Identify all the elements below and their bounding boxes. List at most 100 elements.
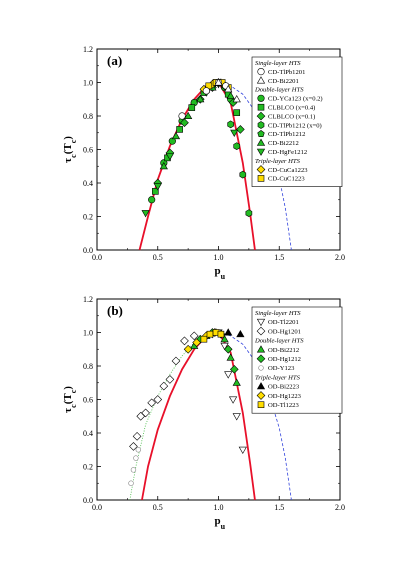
legend-box bbox=[251, 306, 343, 414]
data-point-dot-open bbox=[135, 447, 142, 453]
y-axis-title-tail-sub: c bbox=[69, 389, 78, 393]
data-point-diamond-yellow bbox=[183, 344, 193, 354]
panel-label: (a) bbox=[107, 53, 122, 68]
data-point-triangle-up-black bbox=[224, 328, 233, 336]
legend-marker-dot-open bbox=[258, 365, 264, 371]
data-point-diamond-green bbox=[236, 125, 245, 134]
legend: Single-layer HTS CD-TlPb1201 CD-Bi2201 Doub… bbox=[251, 56, 343, 187]
data-point-hexagon-green bbox=[245, 209, 253, 217]
data-point-triangle-up-green bbox=[226, 91, 235, 99]
legend-label: OD-Hg1201 bbox=[268, 328, 301, 335]
data-point-triangle-up-open bbox=[232, 95, 241, 103]
y-axis-title-main: τ bbox=[62, 158, 74, 163]
legend-label: OD-Tl2201 bbox=[268, 319, 299, 326]
data-point-dot-open bbox=[128, 480, 134, 486]
legend-label: CLBLCO (x=0.1) bbox=[268, 113, 315, 120]
data-point-triangle-up-open bbox=[224, 84, 233, 93]
data-point-triangle-down-green bbox=[153, 183, 162, 191]
data-point-diamond-open bbox=[141, 408, 150, 418]
x-tick-label: 0.0 bbox=[92, 503, 102, 512]
legend-label: CLBLCO (x=0.4) bbox=[268, 105, 315, 112]
data-point-square-yellow bbox=[200, 335, 208, 343]
y-axis-title: τc(Tc) bbox=[62, 386, 78, 413]
y-tick-label: 0.8 bbox=[83, 112, 93, 121]
data-point-triangle-down-open bbox=[228, 396, 238, 404]
legend-marker-hexagon-green bbox=[257, 121, 265, 129]
data-point-diamond-green bbox=[229, 365, 239, 374]
curve-solid-red bbox=[138, 81, 256, 251]
data-point-diamond-green bbox=[180, 118, 189, 128]
data-point-diamond-open bbox=[165, 375, 175, 384]
legend-marker-triangle-down-open bbox=[256, 318, 266, 327]
y-tick-label: 0.8 bbox=[83, 362, 93, 371]
x-tick-label: 1.5 bbox=[274, 253, 284, 262]
x-tick-label: 0.5 bbox=[153, 503, 163, 512]
legend-marker-square-green bbox=[257, 103, 265, 111]
x-axis-title: pu bbox=[215, 515, 226, 531]
data-point-square-yellow bbox=[217, 330, 225, 338]
data-point-square-green bbox=[233, 109, 241, 116]
data-point-circle-green bbox=[148, 196, 156, 204]
data-point-triangle-up-green bbox=[220, 334, 229, 343]
y-axis-title-tail-sub: c bbox=[69, 139, 78, 143]
data-point-triangle-up-green bbox=[226, 353, 235, 361]
legend-label: CD-Bi2201 bbox=[268, 78, 299, 85]
x-tick-label: 0.5 bbox=[153, 253, 163, 262]
data-point-dot-open bbox=[133, 455, 139, 461]
data-point-diamond-open bbox=[189, 331, 199, 341]
data-point-triangle-down-green bbox=[141, 210, 150, 218]
legend-marker-diamond-yellow bbox=[256, 165, 266, 174]
data-point-triangle-down-open bbox=[232, 413, 241, 421]
data-point-diamond-open bbox=[171, 356, 181, 366]
chart-panel-a: 0.0 0.5 1.0 1.5 2.00.00.20.40.60.81.01.2puτc… bbox=[62, 45, 345, 281]
x-axis-title-sub: u bbox=[221, 272, 226, 281]
chart-panel-b: 0.0 0.5 1.0 1.5 2.00.00.20.40.60.81.01.2puτc… bbox=[62, 295, 345, 531]
legend-marker-square-yellow bbox=[257, 175, 265, 182]
data-point-triangle-down-green bbox=[230, 129, 239, 137]
legend-label: OD-Hg1212 bbox=[268, 356, 301, 363]
legend-box bbox=[251, 56, 343, 187]
y-axis-title-tail: (T bbox=[62, 143, 74, 155]
data-point-hexagon-green bbox=[239, 170, 247, 179]
legend-label: CD-TlPb1201 bbox=[268, 69, 305, 76]
legend: Single-layer HTS OD-Tl2201 OD-Hg1201 Double… bbox=[251, 306, 343, 414]
legend-marker-pentagon-green bbox=[257, 130, 265, 138]
legend-label: CD-YCa123 (x=0.2) bbox=[268, 96, 323, 103]
x-tick-label: 2.0 bbox=[335, 503, 345, 512]
data-point-circle-green bbox=[168, 137, 176, 145]
y-axis-title-end: ) bbox=[62, 386, 74, 390]
x-tick-label: 2.0 bbox=[335, 253, 345, 262]
y-tick-label: 1.0 bbox=[83, 79, 93, 88]
legend-marker-diamond-open bbox=[256, 326, 266, 336]
data-point-triangle-up-green bbox=[159, 162, 168, 170]
data-point-square-green bbox=[188, 104, 196, 111]
data-point-triangle-up-green bbox=[171, 131, 181, 140]
legend-marker-diamond-yellow bbox=[256, 391, 266, 400]
data-point-triangle-down-open bbox=[224, 371, 233, 379]
y-tick-label: 0.6 bbox=[83, 396, 93, 405]
legend-heading: Triple-layer HTS bbox=[255, 374, 301, 381]
y-axis-title-sub: c bbox=[69, 404, 78, 408]
data-point-diamond-open bbox=[180, 336, 189, 346]
data-point-diamond-yellow bbox=[192, 338, 201, 347]
y-tick-label: 1.0 bbox=[83, 329, 93, 338]
legend-label: OD-Y123 bbox=[268, 365, 295, 372]
x-tick-label: 1.5 bbox=[274, 503, 284, 512]
data-point-diamond-green bbox=[223, 344, 233, 354]
data-point-triangle-up-open bbox=[214, 78, 223, 86]
y-axis-title-text: τc(Tc) bbox=[62, 136, 78, 163]
y-tick-label: 0.4 bbox=[83, 429, 93, 438]
legend-label: CD-Bi2212 bbox=[268, 140, 299, 147]
legend-marker-triangle-up-black bbox=[256, 382, 266, 390]
data-point-triangle-up-green bbox=[184, 111, 193, 119]
panel-label: (b) bbox=[107, 303, 123, 318]
legend-label: CD-TlPb1212 (x=0) bbox=[268, 122, 322, 129]
data-point-diamond-open bbox=[132, 432, 142, 441]
legend-label: CD-HgFe1212 bbox=[268, 149, 307, 156]
x-axis-title-sub: u bbox=[221, 522, 226, 531]
data-point-triangle-up-black bbox=[236, 329, 245, 338]
y-tick-label: 0.6 bbox=[83, 146, 93, 155]
data-point-dot-open bbox=[130, 467, 137, 473]
legend-label: CD-CuCa1223 bbox=[268, 167, 308, 174]
